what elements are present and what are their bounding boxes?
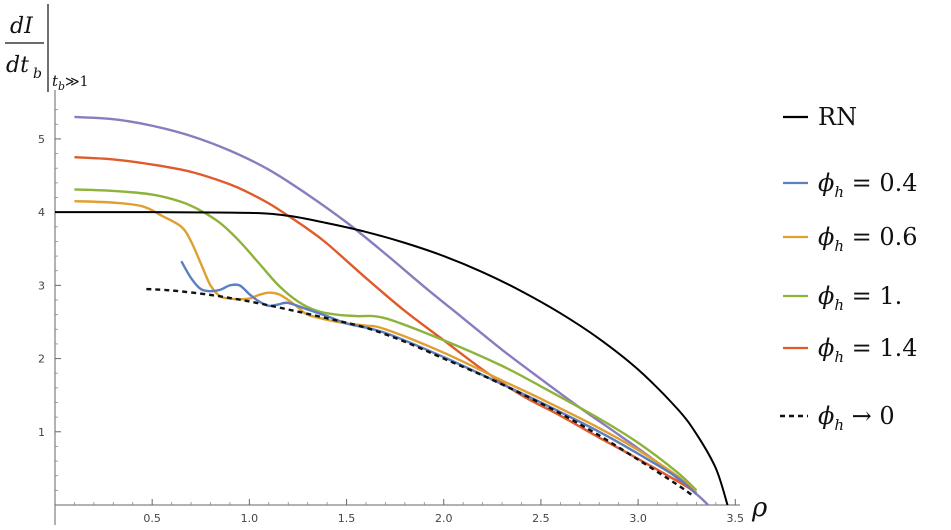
legend-item: ϕh = 0.4 xyxy=(783,169,918,201)
x-tick-label: 3.5 xyxy=(727,512,745,525)
y-label-condition-sub: b xyxy=(58,80,65,93)
y-label-condition: t xyxy=(52,72,59,90)
y-tick-label: 4 xyxy=(38,206,45,219)
series-line-4 xyxy=(74,156,698,494)
x-tick-label: 2.5 xyxy=(532,512,550,525)
y-axis-label: dI dt b t b ≫1 xyxy=(5,4,89,93)
legend-label: ϕh = 1. xyxy=(818,282,902,314)
y-label-denominator: dt xyxy=(6,53,29,78)
legend-label: ϕh → 0 xyxy=(818,402,895,434)
legend-label: ϕh = 1.4 xyxy=(818,334,918,366)
series-line-0 xyxy=(54,211,729,506)
y-label-condition-rest: ≫1 xyxy=(65,74,89,90)
legend-item: ϕh = 1. xyxy=(783,282,902,314)
series-line-2 xyxy=(74,199,698,494)
x-tick-label: 2.0 xyxy=(435,512,453,525)
series-layer xyxy=(54,115,729,506)
x-tick-label: 1.5 xyxy=(338,512,356,525)
legend-item: ϕh → 0 xyxy=(780,402,895,434)
x-tick-label: 0.5 xyxy=(143,512,161,525)
axes xyxy=(54,90,740,525)
legend-label: RN xyxy=(818,103,857,131)
y-tick-label: 3 xyxy=(38,279,45,292)
y-tick-label: 2 xyxy=(38,353,45,366)
legend: RN ϕh = 0.4 ϕh = 0.6 ϕh = 1. ϕh = 1.4 ϕh → 0 xyxy=(780,103,918,434)
legend-label: ϕh = 0.6 xyxy=(818,223,918,255)
legend-label: ϕh = 0.4 xyxy=(818,169,918,201)
x-tick-label: 1.0 xyxy=(241,512,259,525)
x-tick-label: 3.0 xyxy=(629,512,647,525)
series-line-1 xyxy=(180,260,698,495)
y-label-denominator-sub: b xyxy=(33,66,42,82)
legend-item: RN xyxy=(783,103,857,131)
series-line-5 xyxy=(74,115,709,506)
series-line-6 xyxy=(146,287,694,497)
ticks: 0.5 1.0 1.5 2.0 2.5 3.0 3.5 1 2 3 4 5 xyxy=(38,109,745,525)
series-line-3 xyxy=(74,188,698,492)
y-tick-label: 5 xyxy=(38,133,45,146)
legend-item: ϕh = 0.6 xyxy=(783,223,918,255)
legend-item: ϕh = 1.4 xyxy=(783,334,918,366)
y-tick-label: 1 xyxy=(38,426,45,439)
y-label-numerator: dI xyxy=(10,14,34,39)
x-axis-label: ρ xyxy=(751,493,768,523)
